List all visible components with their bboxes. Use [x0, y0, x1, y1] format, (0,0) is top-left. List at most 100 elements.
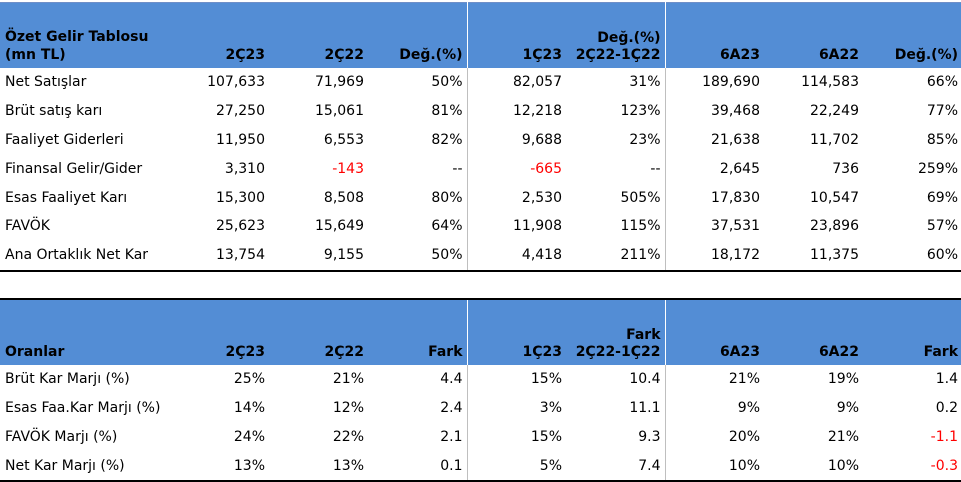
cell-value: 17,830 — [711, 189, 760, 206]
ratio-row: Esas Faa.Kar Marjı (%) 14% 12% 2.4 3% 11.1 9% 9… — [0, 393, 961, 423]
cell-value: -665 — [530, 160, 562, 177]
cell-value: 107,633 — [207, 74, 265, 91]
col-header-6m23: 6A23 — [665, 2, 764, 68]
cell-value: 23,896 — [810, 218, 859, 235]
cell-value: 15,061 — [315, 103, 364, 120]
col-header-yoy-change: Değ.(%) — [368, 2, 468, 68]
income-row: FAVÖK 25,623 15,649 64% 11,908 115% 37,531 23,8… — [0, 211, 961, 241]
ratio-col-yoy-diff: Fark — [368, 298, 468, 365]
cell-value: 57% — [926, 218, 958, 235]
cell-value: 25% — [233, 371, 265, 388]
cell-value: 64% — [368, 211, 468, 241]
cell-value: 81% — [368, 96, 468, 126]
cell-value: 21% — [827, 428, 859, 445]
cell-value: 27,250 — [216, 103, 265, 120]
cell-value: 31% — [566, 68, 666, 97]
ratio-qoq-line1: Fark — [626, 327, 661, 343]
cell-value: 3% — [539, 400, 562, 417]
cell-value: 11,702 — [810, 131, 859, 148]
cell-value: 66% — [926, 74, 958, 91]
cell-value: 0.2 — [935, 400, 958, 417]
row-label: Ana Ortaklık Net Kar — [0, 240, 170, 272]
income-row: Esas Faaliyet Karı 15,300 8,508 80% 2,530 505… — [0, 183, 961, 212]
cell-value: 9,688 — [521, 131, 562, 148]
ratios-table: Oranlar 2Ç23 2Ç22 Fark 1Ç23 Fark 2Ç22-1Ç2… — [0, 298, 961, 482]
row-label: Finansal Gelir/Gider — [5, 160, 143, 177]
cell-value: 14% — [233, 400, 265, 417]
cell-value: 69% — [926, 189, 958, 206]
cell-value: 21,638 — [711, 131, 760, 148]
qoq-label-line2: 2Ç22-1Ç22 — [575, 47, 661, 63]
cell-value: 85% — [926, 131, 958, 148]
ratios-table-title: Oranlar — [0, 298, 170, 365]
cell-value: -- — [368, 154, 468, 184]
row-label: FAVÖK Marjı (%) — [5, 428, 118, 445]
cell-value: -- — [566, 154, 666, 184]
cell-value: 11.1 — [566, 393, 666, 423]
cell-value: 15% — [530, 371, 562, 388]
cell-value: 259% — [917, 160, 958, 177]
cell-value: 21% — [332, 371, 364, 388]
cell-value: 9% — [836, 400, 859, 417]
cell-value: 211% — [566, 240, 666, 272]
col-header-2q22: 2Ç22 — [269, 2, 368, 68]
cell-value: 23% — [566, 125, 666, 155]
row-label: FAVÖK — [5, 218, 50, 235]
cell-value: 22% — [332, 428, 364, 445]
ratio-qoq-line2: 2Ç22-1Ç22 — [575, 344, 661, 360]
cell-value: 9% — [737, 400, 760, 417]
row-label: Faaliyet Giderleri — [5, 131, 124, 148]
ratios-header-row: Oranlar 2Ç23 2Ç22 Fark 1Ç23 Fark 2Ç22-1Ç2… — [0, 298, 961, 365]
cell-value: 10,547 — [810, 189, 859, 206]
cell-value: 77% — [926, 103, 958, 120]
ratio-col-6m22: 6A22 — [764, 298, 863, 365]
cell-value: 15,649 — [315, 218, 364, 235]
cell-value: 19% — [827, 371, 859, 388]
cell-value: 22,249 — [810, 103, 859, 120]
cell-value: 21% — [728, 371, 760, 388]
cell-value: 12% — [332, 400, 364, 417]
col-header-6m-change: Değ.(%) — [863, 2, 961, 68]
cell-value: 13,754 — [170, 240, 269, 272]
cell-value: 39,468 — [711, 103, 760, 120]
ratio-row: Brüt Kar Marjı (%) 25% 21% 4.4 15% 10.4 21% 19%… — [0, 365, 961, 394]
cell-value: 2,530 — [521, 189, 562, 206]
cell-value: 20% — [728, 428, 760, 445]
cell-value: 6,553 — [323, 131, 364, 148]
income-table-title: Özet Gelir Tablosu (mn TL) — [0, 2, 170, 68]
col-header-2q23: 2Ç23 — [170, 2, 269, 68]
cell-value: 2.1 — [368, 422, 468, 452]
col-header-qoq-change: Değ.(%) 2Ç22-1Ç22 — [566, 2, 666, 68]
cell-value: 25,623 — [216, 218, 265, 235]
cell-value: 505% — [566, 183, 666, 212]
col-header-6m22: 6A22 — [764, 2, 863, 68]
row-label: Net Satışlar — [5, 74, 87, 91]
cell-value: 9,155 — [269, 240, 368, 272]
cell-value: 9.3 — [566, 422, 666, 452]
cell-value: 1.4 — [935, 371, 958, 388]
cell-value: 12,218 — [513, 103, 562, 120]
cell-value: 11,375 — [764, 240, 863, 272]
income-row: Finansal Gelir/Gider 3,310 -143 -- -665 -- 2,6… — [0, 154, 961, 184]
row-label: Esas Faa.Kar Marjı (%) — [5, 400, 161, 417]
cell-value: 50% — [368, 68, 468, 97]
cell-value: 123% — [566, 96, 666, 126]
qoq-label-line1: Değ.(%) — [597, 30, 661, 46]
cell-value: 15,300 — [216, 189, 265, 206]
cell-value: 2.4 — [368, 393, 468, 423]
income-statement-table: Özet Gelir Tablosu (mn TL) 2Ç23 2Ç22 Değ.… — [0, 2, 961, 272]
cell-value: 2,645 — [719, 160, 760, 177]
cell-value: 4.4 — [368, 365, 468, 394]
cell-value: 82,057 — [513, 74, 562, 91]
cell-value: 736 — [832, 160, 859, 177]
ratio-col-2q22: 2Ç22 — [269, 298, 368, 365]
cell-value: 82% — [368, 125, 468, 155]
cell-value: 189,690 — [702, 74, 760, 91]
cell-value: 18,172 — [665, 240, 764, 272]
row-label: Brüt Kar Marjı (%) — [5, 371, 130, 388]
cell-value: 11,950 — [216, 131, 265, 148]
row-label: Esas Faaliyet Karı — [5, 189, 128, 206]
cell-value: 115% — [566, 211, 666, 241]
income-row: Net Satışlar 107,633 71,969 50% 82,057 31% 189… — [0, 68, 961, 97]
ratio-row: FAVÖK Marjı (%) 24% 22% 2.1 15% 9.3 20% 21% -1.1 — [0, 422, 961, 452]
